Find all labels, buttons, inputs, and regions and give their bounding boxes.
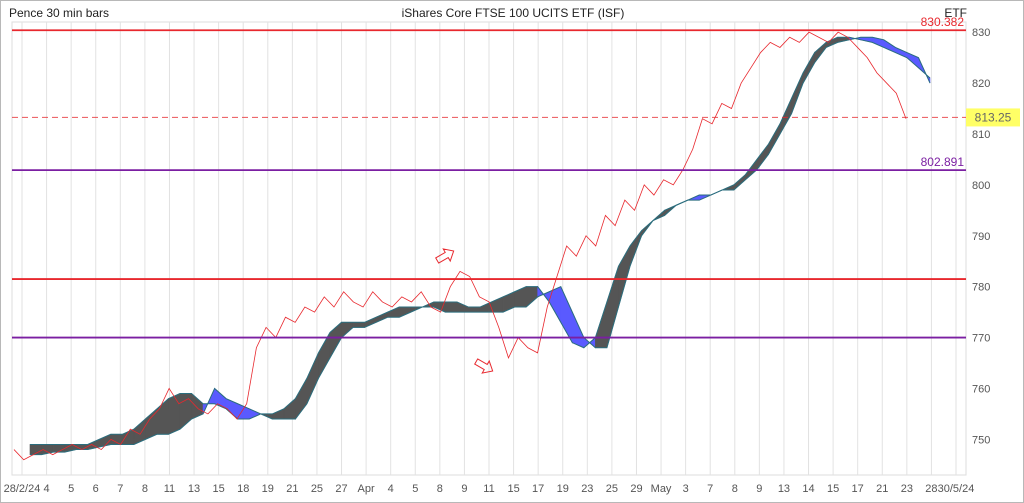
price-line: [13, 31, 907, 461]
cloud-segment-bullish: [895, 46, 908, 59]
cloud-segment-bearish: [733, 174, 746, 191]
units-label: Pence 30 min bars: [9, 6, 110, 20]
x-tick-label: 23: [901, 483, 913, 495]
cloud-segment-bearish: [110, 433, 123, 445]
cloud-span-b-line: [30, 36, 931, 445]
x-tick-label: 27: [335, 483, 347, 495]
x-tick-label: 9: [756, 483, 762, 495]
y-tick-label: 820: [972, 78, 990, 90]
x-tick-label: 29: [630, 483, 642, 495]
y-tick-label: 830: [972, 27, 990, 39]
x-tick-label: 19: [557, 483, 569, 495]
x-tick-label: Apr: [358, 483, 375, 495]
x-tick-label: 6: [93, 483, 99, 495]
x-tick-label: 7: [117, 483, 123, 495]
x-tick-label: 18: [237, 483, 249, 495]
cloud-segment-bearish: [318, 331, 331, 380]
last-price-label: 813.25: [975, 110, 1012, 124]
x-tick-label: 25: [606, 483, 618, 495]
x-tick-label: 17: [852, 483, 864, 495]
cloud-segment-bearish: [525, 286, 538, 308]
cloud-segment-bearish: [341, 322, 354, 339]
cloud-segment-bearish: [352, 322, 365, 328]
cloud-segment-bearish: [52, 444, 65, 453]
x-tick-label: 8: [732, 483, 738, 495]
level-label: 802.891: [921, 155, 965, 169]
cloud-segment-bearish: [283, 397, 296, 420]
x-tick-label: 19: [262, 483, 274, 495]
y-tick-label: 780: [972, 282, 990, 294]
y-tick-label: 790: [972, 231, 990, 243]
cloud-segment-bearish: [445, 301, 458, 313]
cloud-segment-bearish: [618, 244, 631, 308]
cloud-segment-bearish: [468, 306, 481, 313]
cloud-segment-bearish: [456, 301, 469, 313]
chart-title: iShares Core FTSE 100 UCITS ETF (ISF): [401, 6, 625, 20]
arrow-down-right-icon: [474, 358, 494, 374]
x-tick-label: 28/2/24: [4, 483, 41, 495]
x-tick-label: 25: [311, 483, 323, 495]
x-tick-label: 30/5/24: [938, 483, 975, 495]
arrow-up-right-icon: [435, 248, 455, 264]
x-tick-label: 23: [581, 483, 593, 495]
instrument-type-label: ETF: [944, 6, 967, 20]
cloud-segment-bearish: [375, 311, 388, 323]
x-tick-label: 15: [213, 483, 225, 495]
cloud-segment-bullish: [572, 311, 585, 349]
cloud-segment-bearish: [387, 306, 400, 318]
cloud-segment-bearish: [295, 377, 308, 420]
x-tick-label: 3: [683, 483, 689, 495]
x-tick-label: 17: [532, 483, 544, 495]
level-label: 830.382: [921, 15, 965, 29]
x-tick-label: 4: [388, 483, 394, 495]
x-tick-label: 8: [437, 483, 443, 495]
x-tick-label: 15: [827, 483, 839, 495]
x-tick-label: 15: [507, 483, 519, 495]
cloud-segment-bearish: [398, 306, 412, 318]
x-tick-label: 9: [461, 483, 467, 495]
x-tick-label: 21: [286, 483, 298, 495]
x-tick-label: 11: [483, 483, 494, 495]
arrow-up-right-icon-shape: [435, 248, 455, 264]
y-tick-label: 750: [972, 434, 990, 446]
cloud-segment-bearish: [272, 408, 285, 420]
cloud-segment-bearish: [768, 122, 781, 156]
cloud-segment-bullish: [248, 408, 262, 420]
x-tick-label: May: [651, 483, 672, 495]
x-tick-label: 21: [876, 483, 888, 495]
x-tick-label: 8: [142, 483, 148, 495]
x-tick-label: 13: [188, 483, 200, 495]
y-tick-label: 810: [972, 129, 990, 141]
y-tick-label: 770: [972, 333, 990, 345]
arrow-down-right-icon-shape: [474, 358, 494, 374]
x-tick-label: 7: [707, 483, 713, 495]
y-tick-label: 800: [972, 180, 990, 192]
cloud-segment-bearish: [791, 72, 804, 114]
last-price-badge: [966, 108, 1020, 127]
x-tick-label: 5: [412, 483, 418, 495]
x-tick-label: 5: [68, 483, 74, 495]
cloud-segment-bearish: [168, 393, 181, 435]
x-tick-label: 13: [778, 483, 790, 495]
x-tick-label: 4: [44, 483, 50, 495]
cloud-span-a-line: [30, 36, 931, 456]
x-tick-label: 28: [925, 483, 937, 495]
x-tick-label: 11: [164, 483, 175, 495]
x-tick-label: 14: [802, 483, 814, 495]
y-tick-label: 760: [972, 383, 990, 395]
